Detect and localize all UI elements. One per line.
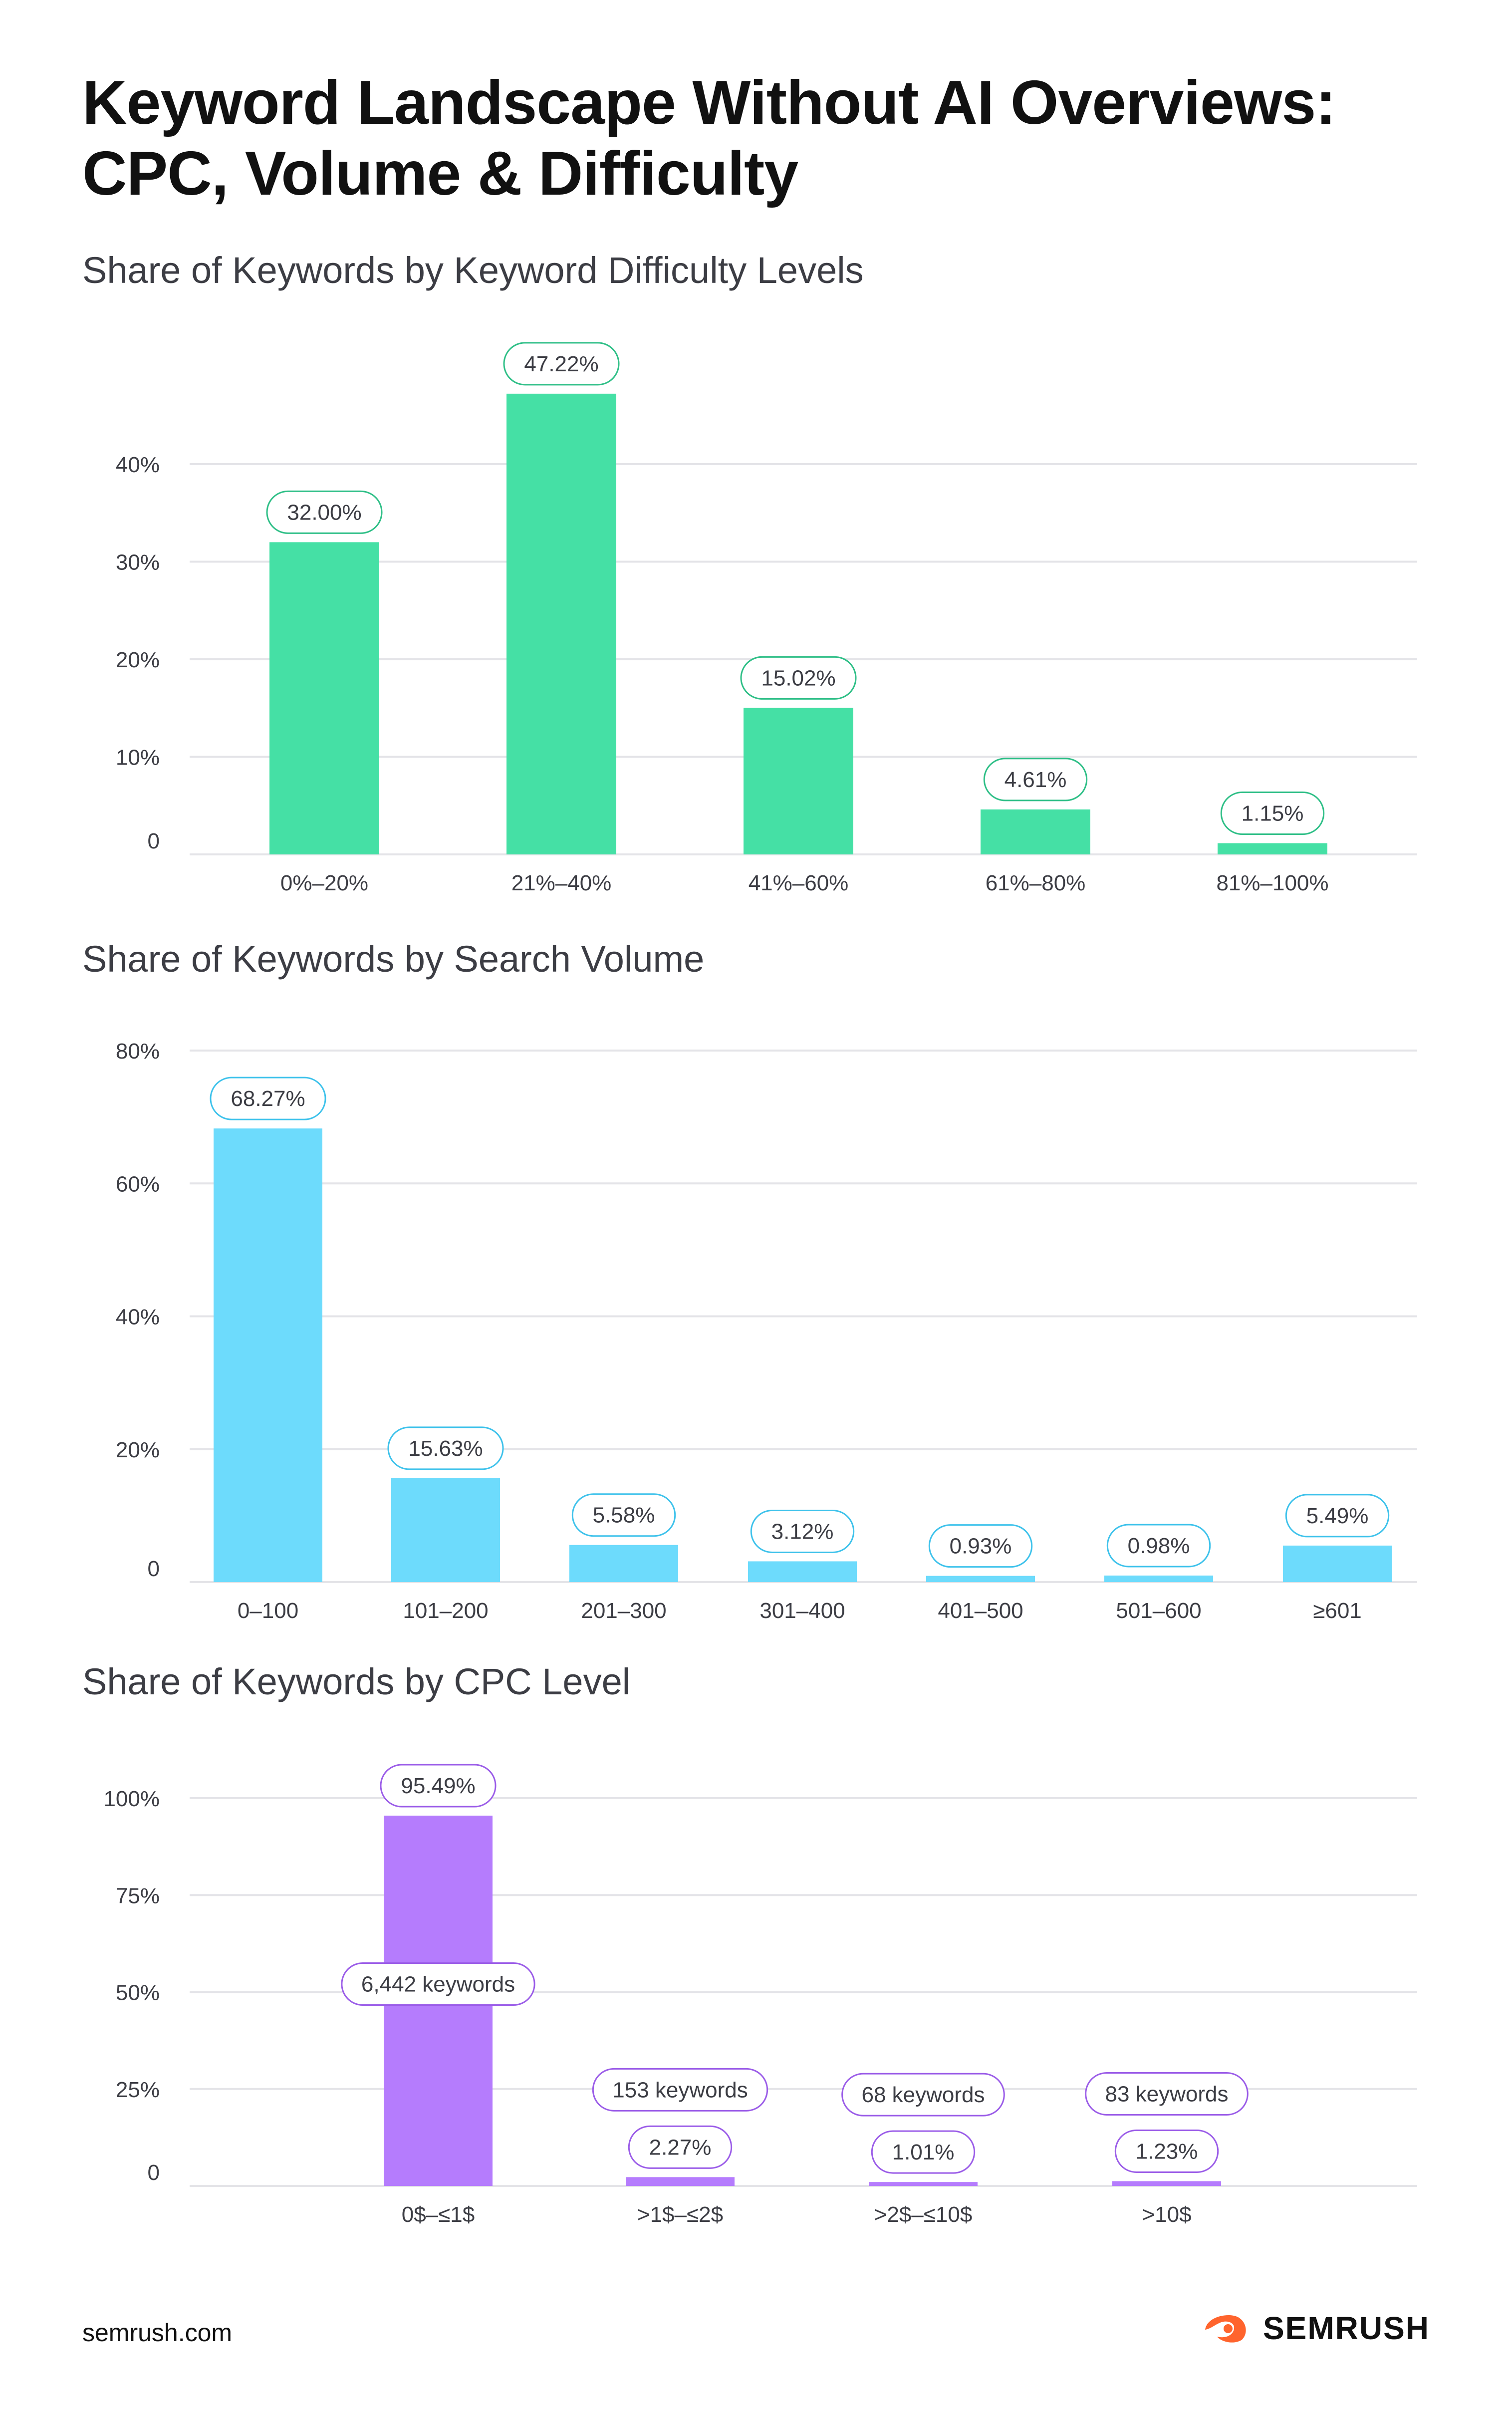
difficulty-value-label-frame: [983, 758, 1088, 802]
difficulty-bar: [506, 393, 616, 854]
volume-value-label: 0.98%: [1128, 1534, 1190, 1558]
difficulty-bar-chart: 0 10% 20% 30% 40% 0%–20% 32.00% 21%–40% 47.22% 41…: [116, 342, 1417, 895]
difficulty-y-tick-label: 10%: [116, 746, 160, 770]
volume-value-label-frame: [928, 1524, 1033, 1568]
difficulty-bar: [981, 809, 1090, 854]
difficulty-chart-title: Share of Keywords by Keyword Difficulty …: [82, 250, 864, 291]
volume-value-label: 68.27%: [231, 1086, 305, 1111]
difficulty-value-label-frame: [740, 656, 857, 700]
difficulty-category-label: 81%–100%: [1216, 871, 1328, 895]
cpc-value-label: 1.01%: [892, 2140, 955, 2164]
volume-value-label: 5.58%: [593, 1503, 655, 1528]
difficulty-y-tick-label: 0: [148, 829, 160, 853]
cpc-category-label: 0$–≤1$: [402, 2202, 475, 2227]
cpc-bar: [626, 2177, 735, 2186]
cpc-chart-title: Share of Keywords by CPC Level: [82, 1661, 631, 1702]
cpc-keyword-count-label-frame: [841, 2073, 1005, 2117]
volume-y-tick-label: 0: [148, 1557, 160, 1581]
volume-y-tick-label: 40%: [116, 1305, 160, 1330]
volume-y-tick-label: 20%: [116, 1438, 160, 1462]
cpc-keyword-count-label-frame: [1085, 2072, 1249, 2116]
cpc-y-tick-label: 75%: [116, 1883, 160, 1908]
difficulty-value-label-frame: [266, 490, 383, 534]
cpc-value-label: 95.49%: [401, 1774, 475, 1798]
page-title-line-2: CPC, Volume & Difficulty: [82, 139, 798, 208]
difficulty-category-label: 41%–60%: [749, 871, 849, 895]
difficulty-bar: [744, 708, 853, 854]
volume-category-label: 0–100: [238, 1599, 298, 1623]
volume-bar: [391, 1478, 500, 1582]
page-title-line-1: Keyword Landscape Without AI Overviews:: [82, 68, 1336, 137]
volume-value-label-frame: [571, 1493, 676, 1537]
volume-value-label-frame: [1106, 1524, 1211, 1568]
cpc-category-label: >1$–≤2$: [637, 2202, 723, 2227]
difficulty-value-label: 1.15%: [1242, 802, 1304, 826]
cpc-y-tick-label: 50%: [116, 1981, 160, 2005]
cpc-keyword-count-label-frame: [341, 1962, 535, 2006]
difficulty-value-label-frame: [503, 342, 620, 386]
volume-chart-title: Share of Keywords by Search Volume: [82, 938, 705, 980]
cpc-y-tick-label: 0: [148, 2160, 160, 2185]
volume-bar: [1104, 1575, 1213, 1582]
cpc-y-tick-label: 100%: [103, 1787, 160, 1811]
difficulty-bar: [269, 542, 379, 854]
difficulty-value-label: 47.22%: [524, 352, 598, 376]
volume-value-label-frame: [387, 1426, 504, 1470]
volume-category-label: 401–500: [938, 1599, 1023, 1623]
volume-value-label-frame: [210, 1076, 326, 1120]
semrush-flame-icon: [1205, 2315, 1246, 2343]
cpc-keyword-count-label: 83 keywords: [1105, 2082, 1228, 2106]
cpc-bar: [1112, 2181, 1221, 2186]
cpc-keyword-count-label-frame: [592, 2068, 768, 2112]
volume-value-label: 5.49%: [1306, 1504, 1369, 1528]
volume-category-label: ≥601: [1313, 1599, 1362, 1623]
volume-bar: [1283, 1545, 1392, 1582]
cpc-keyword-count-label: 68 keywords: [861, 2083, 985, 2107]
cpc-bar-chart: 0 25% 50% 75% 100% 0$–≤1$ 95.49% 6,442 keywords…: [103, 1764, 1417, 2227]
page-title: Keyword Landscape Without AI Overviews: …: [82, 67, 1430, 209]
cpc-value-label-frame: [628, 2125, 733, 2169]
volume-bar: [214, 1128, 322, 1582]
difficulty-bar: [1218, 843, 1327, 854]
difficulty-value-label-frame: [1220, 792, 1325, 835]
volume-bar: [748, 1561, 857, 1582]
volume-category-label: 101–200: [403, 1599, 488, 1623]
cpc-value-label-frame: [1114, 2129, 1219, 2173]
volume-category-label: 301–400: [759, 1599, 845, 1623]
volume-bar: [926, 1576, 1035, 1582]
volume-value-label-frame: [750, 1509, 855, 1553]
volume-category-label: 501–600: [1116, 1599, 1201, 1623]
difficulty-category-label: 21%–40%: [511, 871, 612, 895]
cpc-y-tick-label: 25%: [116, 2078, 160, 2102]
cpc-category-label: >2$–≤10$: [874, 2202, 973, 2227]
difficulty-value-label: 15.02%: [761, 666, 835, 690]
volume-bar: [569, 1545, 678, 1582]
difficulty-y-tick-label: 30%: [116, 550, 160, 575]
volume-category-label: 201–300: [581, 1599, 666, 1623]
volume-value-label: 0.93%: [950, 1534, 1012, 1559]
difficulty-y-tick-label: 20%: [116, 648, 160, 672]
difficulty-value-label: 32.00%: [287, 500, 361, 525]
volume-value-label-frame: [1285, 1494, 1390, 1538]
difficulty-value-label: 4.61%: [1005, 768, 1067, 792]
cpc-value-label-frame: [380, 1764, 497, 1808]
volume-value-label: 3.12%: [771, 1519, 834, 1544]
difficulty-category-label: 0%–20%: [280, 871, 368, 895]
cpc-keyword-count-label: 6,442 keywords: [361, 1972, 515, 1997]
brand-logo: SEMRUSH: [1202, 2310, 1430, 2347]
cpc-keyword-count-label: 153 keywords: [612, 2078, 748, 2102]
cpc-value-label: 2.27%: [649, 2135, 712, 2159]
cpc-value-label: 1.23%: [1136, 2139, 1198, 2163]
volume-y-tick-label: 60%: [116, 1172, 160, 1196]
cpc-value-label-frame: [871, 2130, 976, 2174]
volume-bar-chart: 0 20% 40% 60% 80% 0–100 68.27% 101–200 15.63% 201…: [116, 1039, 1417, 1623]
brand-name: SEMRUSH: [1262, 2310, 1430, 2346]
difficulty-y-tick-label: 40%: [116, 453, 160, 477]
cpc-category-label: >10$: [1142, 2202, 1191, 2227]
footer-url: semrush.com: [82, 2319, 233, 2347]
volume-value-label: 15.63%: [408, 1436, 483, 1461]
cpc-bar: [869, 2182, 978, 2186]
difficulty-category-label: 61%–80%: [986, 871, 1086, 895]
volume-y-tick-label: 80%: [116, 1039, 160, 1064]
